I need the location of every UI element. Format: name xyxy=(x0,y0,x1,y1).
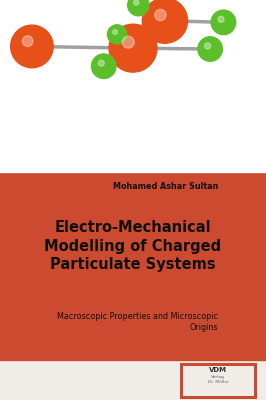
Ellipse shape xyxy=(92,54,116,78)
Ellipse shape xyxy=(155,9,166,21)
Text: Electro-Mechanical
Modelling of Charged
Particulate Systems: Electro-Mechanical Modelling of Charged … xyxy=(44,220,222,272)
Bar xyxy=(0,360,266,400)
Text: Mohamed Ashar Sultan: Mohamed Ashar Sultan xyxy=(113,182,218,190)
Ellipse shape xyxy=(107,25,127,44)
Ellipse shape xyxy=(122,36,134,48)
Ellipse shape xyxy=(142,0,188,43)
Ellipse shape xyxy=(11,25,53,68)
Bar xyxy=(0,172,266,360)
FancyBboxPatch shape xyxy=(181,364,255,397)
Ellipse shape xyxy=(218,16,224,22)
Bar xyxy=(0,0,266,172)
Text: Macroscopic Properties and Microscopic
Origins: Macroscopic Properties and Microscopic O… xyxy=(57,312,218,332)
Ellipse shape xyxy=(22,36,33,46)
Ellipse shape xyxy=(205,43,211,49)
Ellipse shape xyxy=(98,60,104,66)
Ellipse shape xyxy=(134,0,139,5)
Ellipse shape xyxy=(128,0,149,16)
Ellipse shape xyxy=(109,24,157,72)
Ellipse shape xyxy=(198,37,222,61)
Text: VDM: VDM xyxy=(209,367,227,373)
Text: Verlag
Dr. Müller: Verlag Dr. Müller xyxy=(208,375,228,384)
Ellipse shape xyxy=(211,10,236,34)
Ellipse shape xyxy=(113,30,118,34)
